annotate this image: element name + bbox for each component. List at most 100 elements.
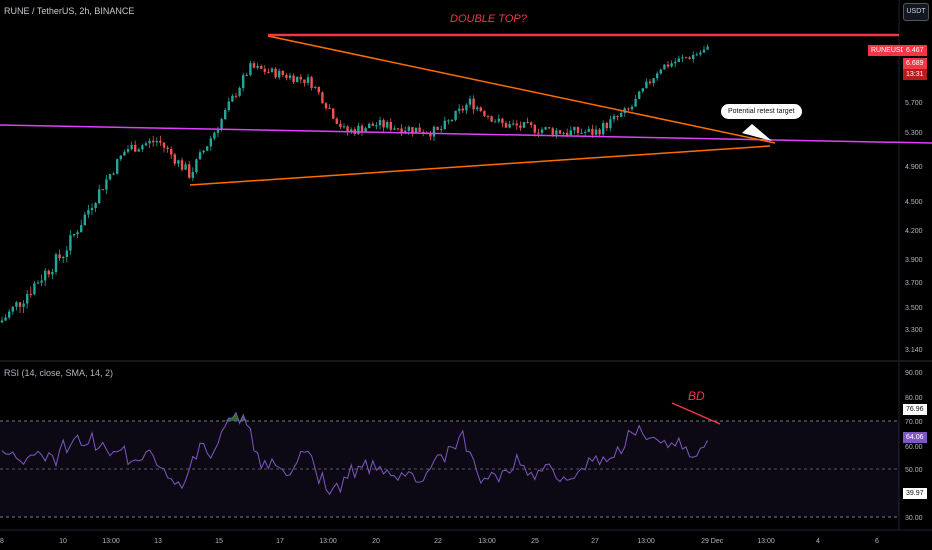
candle-body — [270, 68, 274, 72]
candle-body — [346, 126, 349, 132]
rsi-line — [1, 411, 709, 496]
double-top-price-tag: 6.689 — [903, 58, 927, 69]
candle-body — [414, 127, 418, 133]
time-tick-label: 20 — [372, 538, 380, 545]
candle-body — [296, 76, 299, 83]
candle-body — [65, 250, 68, 258]
candle-body — [504, 123, 508, 128]
candle-body — [465, 104, 468, 111]
candle-body — [274, 68, 277, 78]
candle-body — [389, 121, 392, 130]
candle-body — [580, 132, 583, 134]
time-tick-label: 17 — [276, 538, 284, 545]
candle-body — [116, 159, 119, 174]
candle-body — [206, 146, 209, 151]
candle-body — [562, 132, 565, 134]
candle-body — [602, 122, 605, 135]
price-tick-label: 5.300 — [905, 130, 923, 137]
candle-body — [486, 115, 490, 117]
candle-body — [357, 125, 360, 134]
candle-body — [645, 81, 648, 89]
candle-body — [162, 142, 166, 148]
chart-title: RUNE / TetherUS, 2h, BINANCE — [4, 6, 135, 16]
candle-body — [663, 64, 666, 70]
candle-body — [674, 61, 677, 64]
candle-body — [497, 118, 500, 122]
candle-body — [238, 87, 241, 96]
candle-body — [368, 123, 371, 129]
candle-body — [90, 208, 94, 210]
candle-body — [666, 64, 670, 67]
candle-body — [256, 66, 259, 68]
candle-body — [292, 75, 295, 83]
candle-body — [177, 160, 180, 164]
candle-body — [364, 128, 367, 133]
currency-button[interactable]: USDT — [903, 3, 929, 21]
candle-body — [108, 174, 112, 180]
candle-body — [360, 125, 364, 133]
descending-trendline[interactable] — [267, 35, 776, 144]
rsi-tick-label: 50.00 — [905, 467, 923, 474]
candle-body — [706, 46, 709, 50]
candle-body — [18, 302, 22, 307]
candle-body — [224, 110, 227, 120]
candle-body — [328, 108, 331, 110]
rsi-title: RSI (14, close, SMA, 14, 2) — [4, 368, 114, 378]
candle-body — [692, 54, 695, 59]
candle-body — [51, 271, 54, 275]
candle-body — [80, 225, 83, 233]
candle-body — [404, 130, 407, 133]
bearish-divergence-line[interactable] — [671, 402, 721, 425]
price-tick-label: 3.900 — [905, 257, 923, 264]
candle-body — [188, 164, 191, 178]
candle-body — [94, 203, 97, 209]
candle-body — [11, 306, 14, 312]
candle-body — [234, 95, 238, 97]
candle-body — [378, 120, 382, 126]
candle-body — [54, 254, 58, 272]
time-axis: 8 10 13:00 13 15 17 13:00 20 22 13:00 25 27 13:00 29 D… — [0, 538, 879, 545]
candle-body — [702, 49, 706, 53]
time-tick-label: 29 — [701, 538, 709, 545]
support-line[interactable] — [0, 124, 932, 144]
candle-body — [677, 58, 680, 62]
candle-body — [166, 147, 169, 149]
price-tick-label: 5.700 — [905, 100, 923, 107]
candle-body — [684, 57, 688, 59]
candle-body — [26, 294, 29, 304]
candle-body — [468, 98, 472, 105]
candle-body — [454, 110, 457, 121]
candle-body — [144, 143, 148, 146]
candle-body — [40, 280, 43, 283]
candle-body — [620, 113, 623, 117]
candle-body — [184, 164, 187, 170]
candle-body — [638, 91, 641, 99]
candle-body — [112, 173, 115, 175]
candle-body — [472, 98, 475, 110]
candle-body — [508, 123, 511, 128]
candle-body — [98, 189, 101, 204]
candle-body — [483, 111, 486, 116]
candle-body — [141, 145, 144, 150]
price-tick-label: 4.900 — [905, 164, 923, 171]
candle-body — [494, 121, 497, 123]
candle-body — [306, 77, 310, 83]
ascending-trendline[interactable] — [189, 145, 771, 186]
candle-body — [396, 128, 400, 130]
candle-body — [209, 138, 212, 147]
double-top-label: DOUBLE TOP? — [450, 13, 527, 25]
candle-body — [332, 108, 335, 119]
time-tick-label: 13:00 — [319, 538, 337, 545]
candle-body — [4, 317, 7, 321]
candle-body — [126, 149, 130, 152]
candle-body — [587, 128, 590, 132]
rsi-lower-tag: 39.97 — [903, 488, 927, 499]
candle-body — [386, 121, 389, 128]
candle-body — [443, 120, 446, 129]
candle-body — [576, 127, 580, 133]
candle-body — [152, 140, 155, 143]
candle-body — [432, 126, 436, 137]
candle-body — [33, 283, 36, 295]
